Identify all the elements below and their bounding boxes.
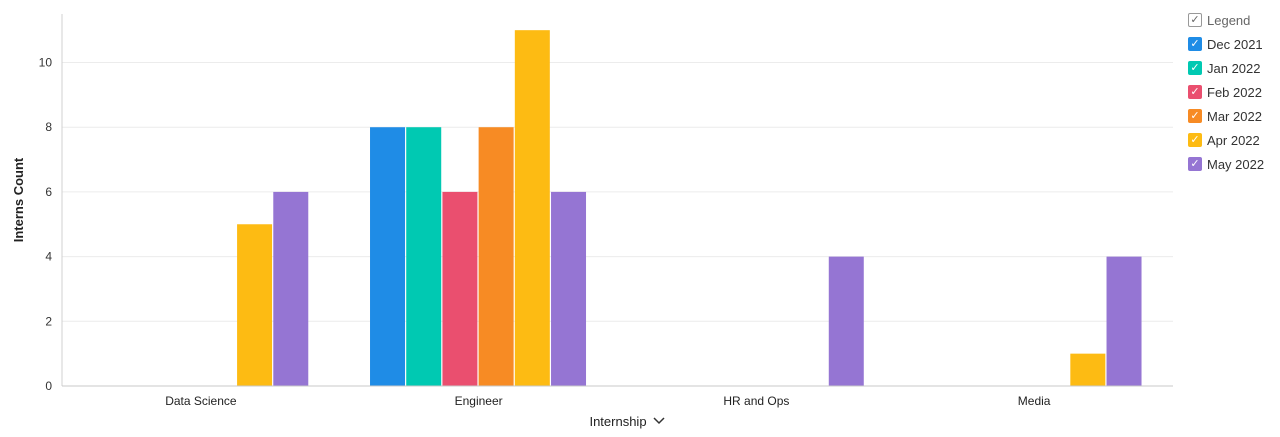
y-axis-title: Interns Count	[11, 157, 26, 242]
x-tick-labels: Data Science Engineer HR and Ops Media	[165, 394, 1051, 408]
legend-item[interactable]: ✓ Jan 2022	[1188, 56, 1280, 80]
legend-title-label: Legend	[1207, 12, 1251, 28]
bar[interactable]	[551, 191, 587, 386]
gridlines	[62, 62, 1173, 322]
legend-item-label: Feb 2022	[1207, 84, 1262, 100]
legend-item[interactable]: ✓ Feb 2022	[1188, 80, 1280, 104]
bar[interactable]	[237, 224, 273, 386]
bar[interactable]	[514, 30, 550, 386]
legend-checkbox-icon[interactable]: ✓	[1188, 13, 1202, 27]
chevron-down-icon[interactable]	[653, 417, 665, 425]
legend-swatch-check-icon[interactable]: ✓	[1188, 85, 1202, 99]
bars	[237, 30, 1142, 386]
bar[interactable]	[370, 127, 406, 386]
y-tick-label: 2	[45, 314, 52, 328]
legend-swatch-check-icon[interactable]: ✓	[1188, 109, 1202, 123]
legend-title[interactable]: ✓ Legend	[1188, 8, 1280, 32]
legend-item[interactable]: ✓ Dec 2021	[1188, 32, 1280, 56]
legend: ✓ Legend ✓ Dec 2021 ✓ Jan 2022 ✓ Feb 2022 ✓ Mar…	[1188, 8, 1280, 176]
legend-item-label: Mar 2022	[1207, 108, 1262, 124]
bar[interactable]	[1106, 256, 1142, 386]
legend-swatch-check-icon[interactable]: ✓	[1188, 37, 1202, 51]
y-tick-label: 10	[39, 56, 53, 70]
bar[interactable]	[1070, 353, 1106, 386]
legend-item[interactable]: ✓ Mar 2022	[1188, 104, 1280, 128]
y-tick-labels: 0 2 4 6 8 10	[39, 56, 53, 393]
x-axis-title-group[interactable]: Internship	[589, 414, 665, 429]
legend-items: ✓ Dec 2021 ✓ Jan 2022 ✓ Feb 2022 ✓ Mar 2022 ✓ Apr…	[1188, 32, 1280, 176]
bar[interactable]	[828, 256, 864, 386]
x-tick-label: Media	[1018, 394, 1051, 408]
axes	[61, 14, 1173, 387]
bar[interactable]	[442, 191, 478, 386]
legend-item-label: Apr 2022	[1207, 132, 1260, 148]
bar[interactable]	[273, 191, 309, 386]
legend-swatch-check-icon[interactable]: ✓	[1188, 61, 1202, 75]
legend-swatch-check-icon[interactable]: ✓	[1188, 133, 1202, 147]
legend-item[interactable]: ✓ May 2022	[1188, 152, 1280, 176]
legend-item-label: May 2022	[1207, 156, 1265, 172]
x-axis-title[interactable]: Internship	[589, 414, 646, 429]
y-tick-label: 0	[45, 379, 52, 393]
bar[interactable]	[478, 127, 514, 386]
legend-swatch-check-icon[interactable]: ✓	[1188, 157, 1202, 171]
legend-item-label: Dec 2021	[1207, 36, 1263, 52]
y-tick-label: 6	[45, 185, 52, 199]
x-tick-label: HR and Ops	[723, 394, 789, 408]
bar[interactable]	[406, 127, 442, 386]
legend-item-label: Jan 2022	[1207, 60, 1261, 76]
legend-item[interactable]: ✓ Apr 2022	[1188, 128, 1280, 152]
y-tick-label: 8	[45, 120, 52, 134]
y-tick-label: 4	[45, 250, 52, 264]
x-tick-label: Engineer	[455, 394, 503, 408]
x-tick-label: Data Science	[165, 394, 237, 408]
